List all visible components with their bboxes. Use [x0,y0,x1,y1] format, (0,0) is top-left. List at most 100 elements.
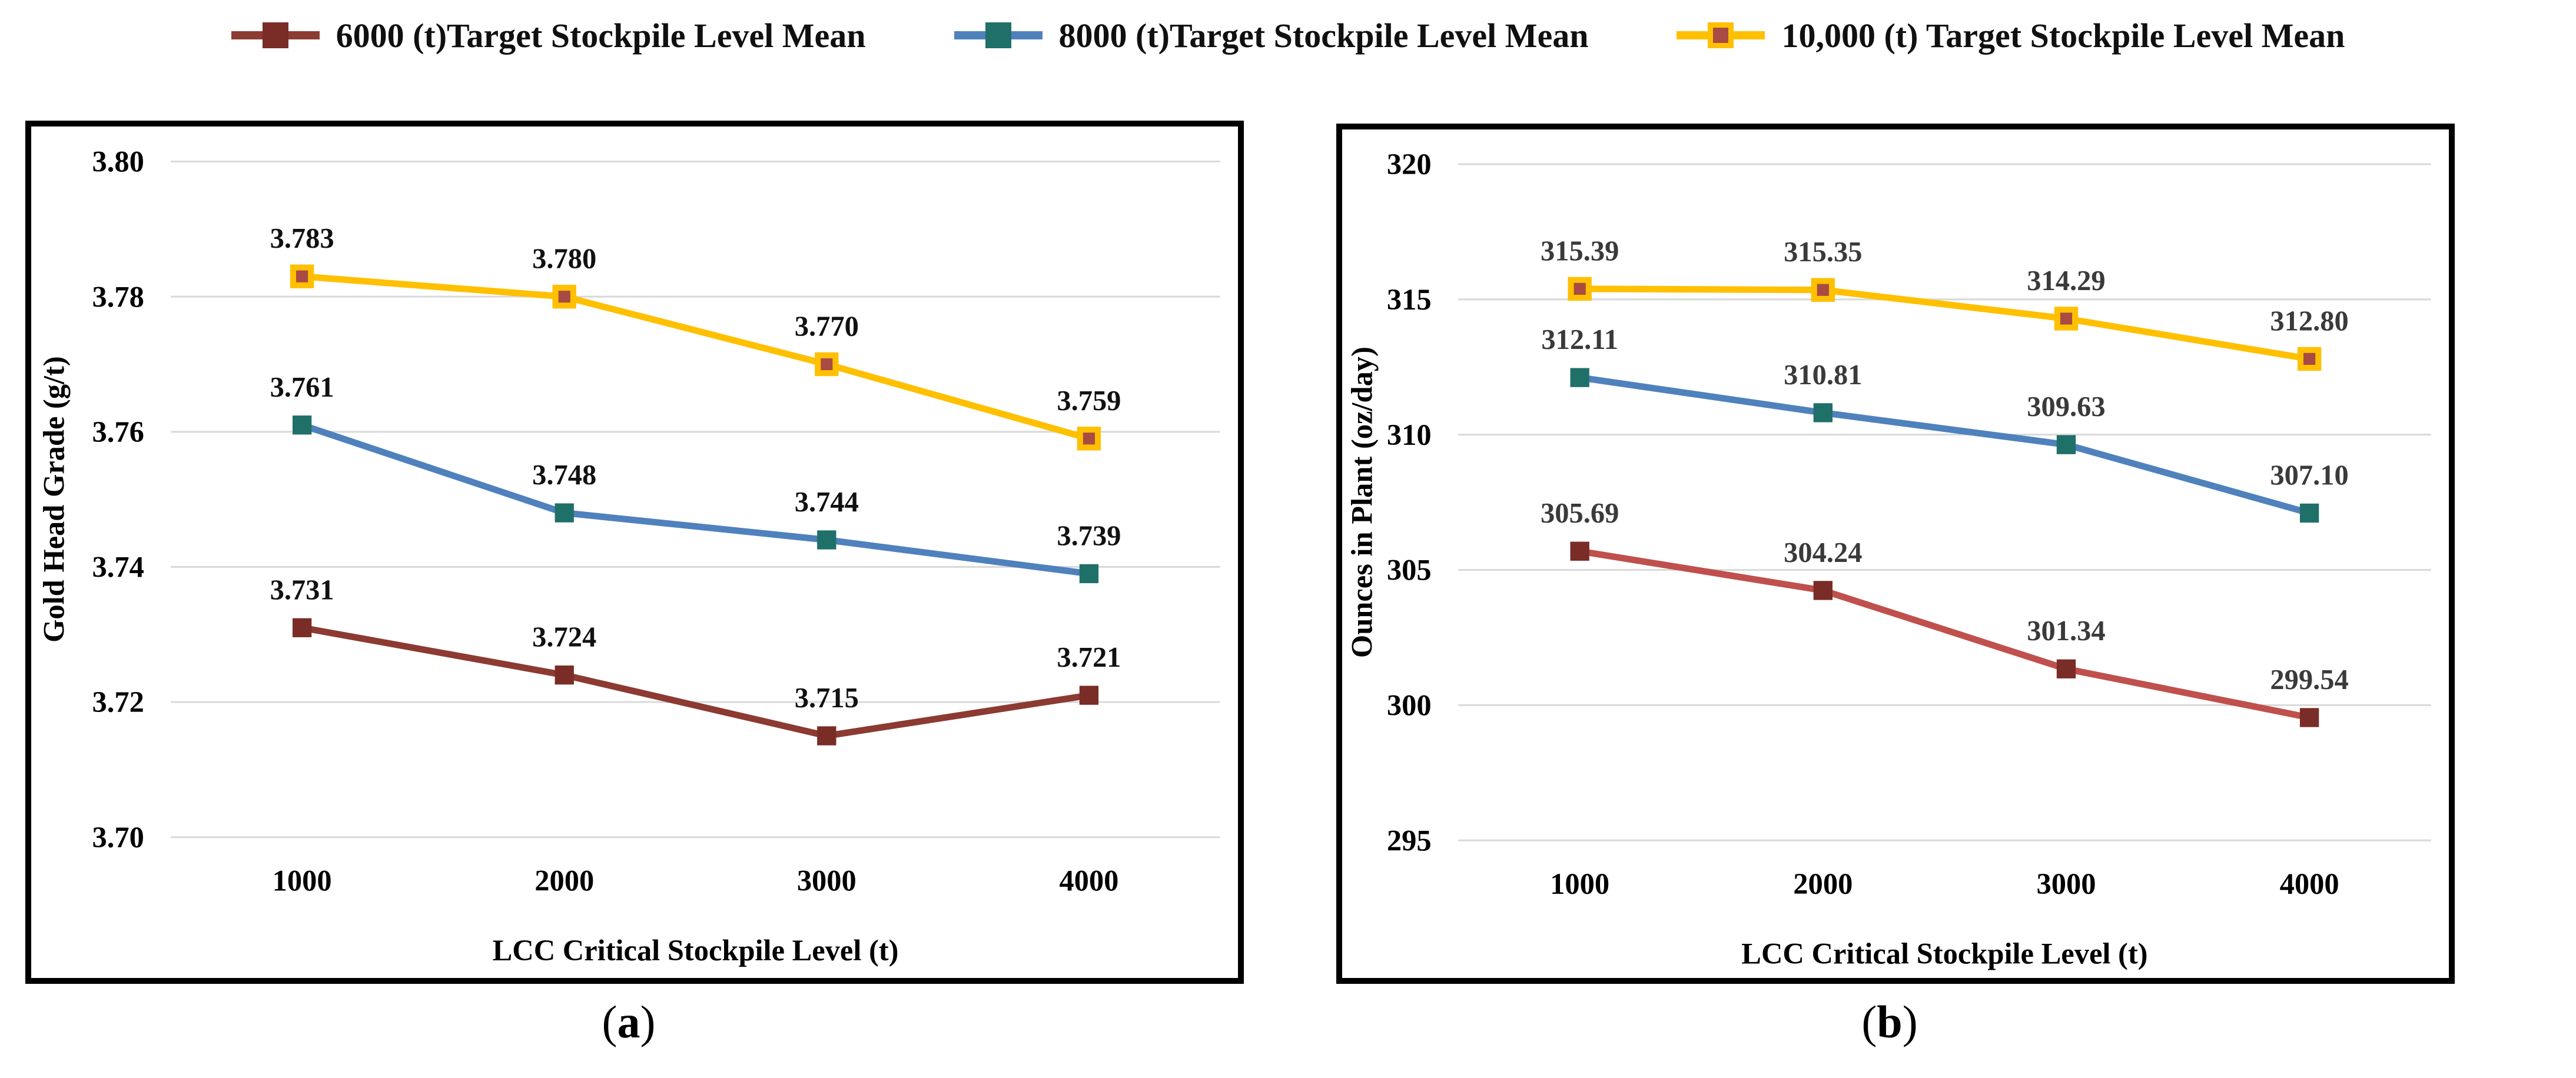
series-line-8000 [1579,374,2311,517]
data-label-6000: 299.54 [2270,664,2348,696]
caption-b-letter: b [1877,996,1903,1047]
legend-item-10000: 10,000 (t) Target Stockpile Level Mean [1677,16,2345,55]
caption-b-close: ) [1902,996,1918,1047]
caption-a: (a) [25,996,1232,1049]
data-label-8000: 3.744 [795,487,859,518]
series-line-10000 [1579,285,2311,362]
caption-b: (b) [1336,996,2443,1049]
data-label-8000: 310.81 [1784,360,1862,391]
data-label-6000: 305.69 [1541,498,1619,529]
marker-8000 [292,415,312,435]
x-tick-label: 2000 [535,864,594,897]
legend-marker-6000 [231,21,320,49]
series-line-10000 [301,273,1090,442]
legend-item-6000: 6000 (t)Target Stockpile Level Mean [231,16,866,55]
legend-item-8000: 8000 (t)Target Stockpile Level Mean [954,16,1589,55]
series-line-8000 [301,422,1090,577]
marker-10000 [290,264,314,288]
legend-square-marker-icon [262,22,288,48]
data-label-10000: 3.759 [1057,385,1121,417]
marker-10000 [1811,278,1835,302]
marker-8000 [2056,435,2076,454]
marker-10000 [1077,427,1101,451]
data-label-8000: 3.748 [532,460,596,491]
chart-a-plot: 3.80 3.78 3.76 3.74 3.72 3.70 1000 2000 3000 4000… [38,145,1220,967]
y-tick-label: 315 [1387,283,1432,316]
x-axis-title: LCC Critical Stockpile Level (t) [1741,937,2147,970]
y-tick-label: 3.70 [92,821,144,854]
y-tick-label: 3.80 [92,145,144,178]
data-label-10000: 3.770 [795,311,859,342]
data-label-8000: 307.10 [2270,460,2348,491]
marker-6000 [1570,541,1589,561]
legend-square-marker-icon [1708,22,1734,48]
marker-8000 [2299,503,2319,523]
marker-8000 [1079,564,1099,584]
y-tick-label: 3.78 [92,280,144,313]
y-tick-label: 320 [1387,148,1432,181]
data-label-6000: 301.34 [2027,615,2105,647]
marker-10000 [2054,307,2079,331]
x-tick-label: 1000 [273,864,332,897]
data-label-6000: 3.731 [270,574,334,605]
data-label-10000: 3.783 [270,223,334,254]
data-label-6000: 3.715 [795,683,859,714]
x-tick-label: 4000 [1059,864,1118,897]
data-label-10000: 312.80 [2270,305,2348,337]
data-label-6000: 304.24 [1784,537,1862,568]
marker-8000 [817,530,836,550]
marker-10000 [552,284,576,309]
data-label-6000: 3.724 [532,622,596,653]
chart-b-panel: 320 315 310 305 300 295 1000 2000 3000 4000 LCC Cr… [1336,124,2455,984]
y-tick-label: 3.76 [92,415,144,448]
caption-b-open: ( [1861,996,1877,1047]
marker-6000 [2056,659,2076,678]
x-tick-label: 3000 [797,864,857,897]
marker-10000 [815,352,839,377]
x-tick-label: 3000 [2036,867,2096,900]
marker-8000 [555,503,574,523]
caption-a-letter: a [617,996,640,1047]
legend-label-8000: 8000 (t)Target Stockpile Level Mean [1058,16,1589,55]
x-tick-label: 4000 [2280,867,2339,900]
y-tick-label: 300 [1387,689,1432,722]
x-axis-title: LCC Critical Stockpile Level (t) [493,934,899,967]
chart-a-panel: 3.80 3.78 3.76 3.74 3.72 3.70 1000 2000 3000 4000… [25,121,1244,984]
marker-6000 [292,618,312,637]
data-label-10000: 315.39 [1541,235,1619,267]
x-tick-label: 2000 [1793,867,1853,900]
data-label-8000: 312.11 [1541,324,1618,355]
caption-a-close: ) [640,996,656,1047]
y-tick-label: 305 [1387,554,1432,587]
chart-b-plot: 320 315 310 305 300 295 1000 2000 3000 4000 LCC Cr… [1346,148,2431,970]
y-tick-label: 3.72 [92,686,144,718]
marker-6000 [2299,708,2319,727]
marker-6000 [555,665,574,685]
series-line-6000 [301,624,1090,740]
marker-6000 [817,726,836,746]
y-axis-title: Ounces in Plant (oz/day) [1346,347,1379,658]
legend-marker-8000 [954,21,1043,49]
legend-label-6000: 6000 (t)Target Stockpile Level Mean [336,16,866,55]
data-label-10000: 315.35 [1784,237,1862,268]
data-label-8000: 309.63 [2027,391,2105,422]
data-label-6000: 3.721 [1057,642,1121,673]
legend-square-marker-icon [985,22,1011,48]
y-tick-label: 310 [1387,418,1432,451]
marker-6000 [1813,581,1833,600]
data-label-10000: 3.780 [532,244,596,275]
marker-10000 [1568,277,1592,301]
y-tick-label: 295 [1387,824,1432,857]
y-tick-label: 3.74 [92,551,144,584]
y-axis-title: Gold Head Grade (g/t) [38,356,71,643]
marker-8000 [1570,368,1589,387]
data-label-10000: 314.29 [2027,265,2105,297]
series-line-6000 [1579,548,2311,721]
caption-a-open: ( [602,996,618,1047]
data-label-8000: 3.761 [270,372,334,403]
legend-label-10000: 10,000 (t) Target Stockpile Level Mean [1781,16,2345,55]
marker-6000 [1079,686,1099,705]
legend-marker-10000 [1677,21,1765,49]
marker-8000 [1813,403,1833,422]
